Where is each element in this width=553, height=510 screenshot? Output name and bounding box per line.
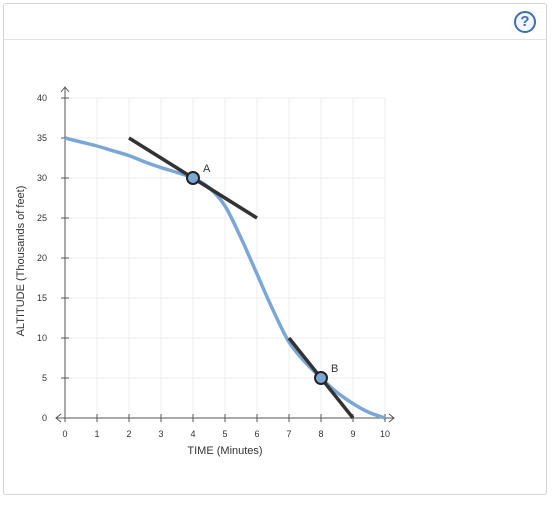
points: AB <box>186 163 338 385</box>
y-tick-label: 0 <box>42 413 47 423</box>
grid <box>65 97 386 418</box>
y-tick-label: 35 <box>37 133 47 143</box>
x-tick-label: 10 <box>380 429 390 439</box>
help-button[interactable]: ? <box>514 11 536 33</box>
y-tick-label: 15 <box>37 293 47 303</box>
y-tick-label: 10 <box>37 333 47 343</box>
x-tick-label: 4 <box>190 429 195 439</box>
x-axis-arrow-left <box>55 413 62 423</box>
x-tick-label: 2 <box>126 429 131 439</box>
point-a-marker <box>186 171 200 185</box>
x-tick-label: 1 <box>94 429 99 439</box>
tick-labels: 0 1 2 3 4 5 6 7 8 9 10 0 5 10 15 20 25 30 35 40 <box>37 93 390 439</box>
x-tick-label: 8 <box>318 429 323 439</box>
point-b-marker <box>314 371 328 385</box>
axes <box>55 86 395 423</box>
x-tick-label: 0 <box>62 429 67 439</box>
toolbar: ? <box>4 4 546 40</box>
point-a-label: A <box>203 163 211 175</box>
altitude-curve <box>64 136 386 420</box>
x-tick-label: 7 <box>286 429 291 439</box>
x-tick-label: 9 <box>350 429 355 439</box>
y-tick-label: 5 <box>42 373 47 383</box>
x-tick-label: 3 <box>158 429 163 439</box>
y-tick-label: 20 <box>37 253 47 263</box>
y-tick-label: 25 <box>37 213 47 223</box>
y-axis-title: ALTITUDE (Thousands of feet) <box>15 186 27 337</box>
y-tick-label: 30 <box>37 173 47 183</box>
x-axis-title: TIME (Minutes) <box>187 445 262 457</box>
y-axis-arrow <box>60 86 70 93</box>
y-tick-label: 40 <box>37 93 47 103</box>
x-tick-label: 6 <box>254 429 259 439</box>
point-b-label: B <box>331 363 338 375</box>
x-tick-label: 5 <box>222 429 227 439</box>
x-axis-arrow-right <box>388 413 395 423</box>
question-panel: ? <box>3 3 547 495</box>
